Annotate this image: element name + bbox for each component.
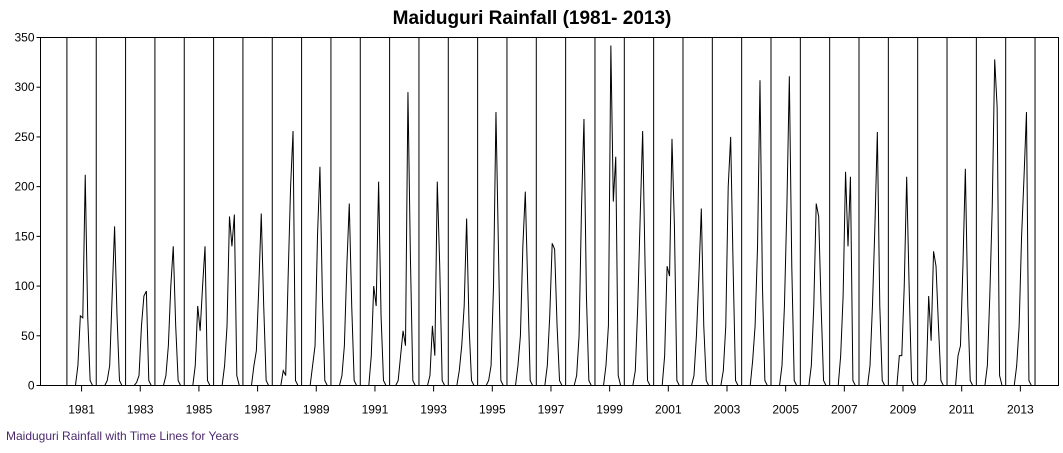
y-tick-label: 300 [14,80,34,94]
x-tick-label: 1991 [362,403,389,417]
x-tick-label: 2001 [655,403,682,417]
rainfall-series-line [68,45,1034,386]
x-tick-label: 1983 [127,403,154,417]
x-tick-label: 1995 [479,403,506,417]
y-tick-label: 150 [14,229,34,243]
x-tick-label: 1999 [596,403,623,417]
x-tick-label: 2005 [772,403,799,417]
x-tick-label: 2009 [890,403,917,417]
y-tick-label: 100 [14,279,34,293]
y-tick-label: 350 [14,31,34,45]
y-tick-label: 50 [21,329,35,343]
x-tick-label: 2003 [714,403,741,417]
plot-area [40,37,1059,386]
y-axis: 0 50 100 150 200 250 300 350 [14,31,41,393]
x-tick-label: 1987 [244,403,271,417]
x-tick-label: 1997 [538,403,565,417]
y-tick-label: 250 [14,130,34,144]
y-tick-label: 200 [14,180,34,194]
year-time-lines [66,37,1036,386]
x-tick-label: 1981 [68,403,95,417]
y-tick-label: 0 [28,379,35,393]
x-tick-label: 2007 [831,403,858,417]
x-tick-label: 2011 [949,403,975,417]
x-tick-label: 1993 [420,403,447,417]
x-tick-label: 1989 [303,403,330,417]
x-tick-label: 1985 [186,403,213,417]
rainfall-chart: Maiduguri Rainfall (1981- 2013) 0 50 100 15… [14,8,1059,417]
chart-title: Maiduguri Rainfall (1981- 2013) [393,8,672,29]
x-tick-label: 2013 [1007,403,1034,417]
x-axis: 1981 1983 1985 1987 1989 1991 1993 1995 1997 1999… [68,385,1034,417]
chart-caption: Maiduguri Rainfall with Time Lines for Y… [6,429,239,443]
